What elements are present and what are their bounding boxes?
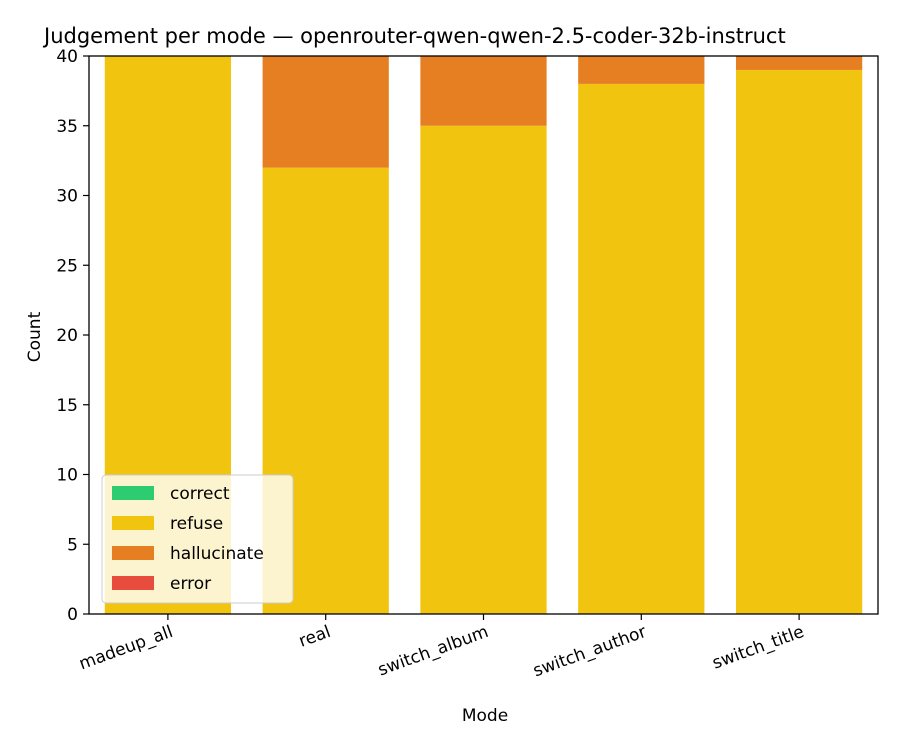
legend: correct refuse hallucinate error xyxy=(101,474,294,604)
legend-label-hallucinate: hallucinate xyxy=(170,544,264,564)
legend-label-correct: correct xyxy=(170,484,230,504)
x-tick-label: madeup_all xyxy=(77,622,176,674)
bar-refuse-switch_album xyxy=(420,125,547,614)
legend-swatch-error xyxy=(112,576,154,590)
chart-title-group: Judgement per mode — openrouter-qwen-qwe… xyxy=(42,24,786,48)
y-tick-label: 15 xyxy=(56,396,78,416)
y-tick-label: 25 xyxy=(56,256,78,276)
chart-title: Judgement per mode — openrouter-qwen-qwe… xyxy=(42,24,786,48)
y-tick-label: 20 xyxy=(56,326,78,346)
x-tick-label: real xyxy=(296,622,333,652)
bar-hallucinate-switch_album xyxy=(420,56,547,126)
bar-refuse-switch_author xyxy=(578,83,705,614)
y-tick-label: 30 xyxy=(56,187,78,207)
legend-swatch-hallucinate xyxy=(112,546,154,560)
legend-box xyxy=(101,474,294,604)
legend-swatch-correct xyxy=(112,486,154,500)
bars-group xyxy=(104,56,863,614)
bar-hallucinate-switch_title xyxy=(735,56,863,70)
y-tick-label: 10 xyxy=(56,466,78,486)
y-tick-label: 0 xyxy=(67,605,78,625)
x-tick-label: switch_album xyxy=(375,622,491,680)
y-axis-label: Count xyxy=(25,311,45,362)
bar-hallucinate-real xyxy=(262,56,389,168)
bar-refuse-switch_title xyxy=(735,69,863,614)
legend-swatch-refuse xyxy=(112,516,154,530)
x-axis-label: Mode xyxy=(462,706,508,726)
legend-label-error: error xyxy=(170,574,211,594)
y-axis: 0 5 10 15 20 25 30 35 40 xyxy=(56,47,89,625)
y-tick-label: 35 xyxy=(56,117,78,137)
legend-label-refuse: refuse xyxy=(170,514,223,534)
y-tick-label: 5 xyxy=(67,535,78,555)
bar-hallucinate-switch_author xyxy=(578,56,705,84)
y-tick-label: 40 xyxy=(56,47,78,67)
x-axis: madeup_all real switch_album switch_author s… xyxy=(77,614,807,681)
x-tick-label: switch_author xyxy=(531,622,649,681)
x-tick-label: switch_title xyxy=(710,622,807,674)
